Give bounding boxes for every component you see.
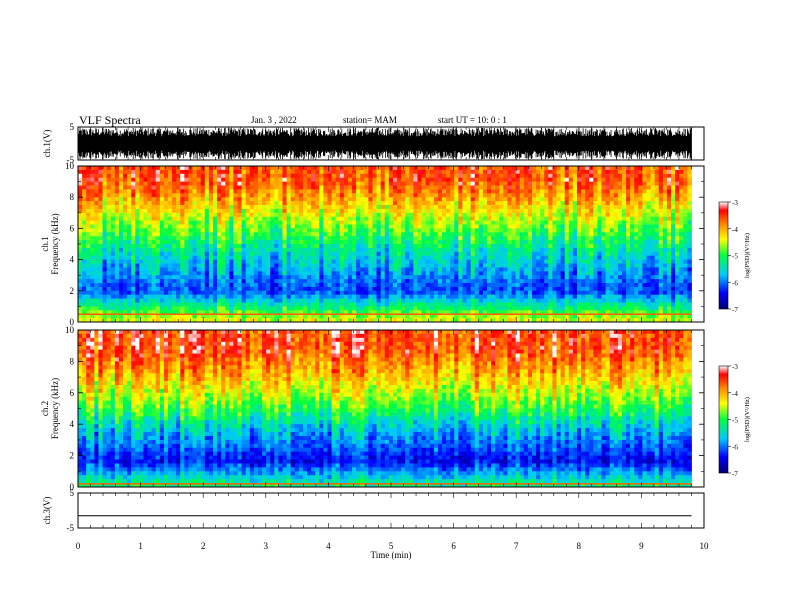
spectrogram-ch1-ytick-label: 6 [70,223,75,233]
spectrogram-ch2-colorbar-tick-label: -4 [732,390,738,398]
xaxis-tick-label: 7 [514,541,519,551]
spectrogram-ch2-ytick-label: 2 [70,451,75,461]
waveform-ch3-ytick-label: -5 [67,523,75,533]
spectrogram-ch1-colorbar-tick-label: -6 [732,279,738,287]
spectrogram-ch1-ytick-label: 8 [70,192,75,202]
xaxis-label: Time (min) [371,550,412,560]
spectrogram-ch1-ylabel: ch.1 [40,236,50,251]
waveform-ch3-frame [77,492,705,529]
spectrogram-ch1-colorbar-tick-label: -3 [732,199,738,207]
spectrogram-ch1-colorbar-label: log(PSD)(V²/Hz) [744,233,751,278]
xaxis-tick-label: 1 [138,541,143,551]
spectrogram-ch1-colorbar-tick-label: -5 [732,253,738,261]
spectrogram-ch1-colorbar-tick-label: -4 [732,226,738,234]
spectrogram-ch2-colorbar-tick-label: -7 [732,470,738,478]
spectrogram-ch2-ylabel: ch.2 [40,401,50,416]
waveform-ch3-ytick-label: 5 [70,488,75,498]
xaxis-tick-label: 10 [700,541,710,551]
waveform-ch1-trace [77,127,692,160]
waveform-ch3-ylabel: ch.3(V) [42,497,52,525]
spectrogram-ch1-ytick-label: 4 [70,255,75,265]
spectrogram-ch1-ytick-label: 10 [65,161,75,171]
spectrogram-ch2-ylabel: Frequency (kHz) [50,378,60,439]
xaxis-tick-label: 2 [201,541,206,551]
spectrogram-ch2-colorbar-label: log(PSD)(V²/Hz) [744,397,751,442]
xaxis-tick-label: 0 [76,541,81,551]
date-label: Jan. 3 , 2022 [251,115,297,125]
chart-title: VLF Spectra [79,113,141,127]
spectrogram-ch2-colorbar-tick-label: -3 [732,363,738,371]
spectrogram-ch2-ytick-label: 10 [65,325,75,335]
waveform-ch1-ylabel: ch.1(V) [42,130,52,158]
spectrogram-ch1-ytick-label: 2 [70,286,75,296]
station-label: station= MAM [343,115,397,125]
spectrogram-ch1-ytick-label: 0 [70,317,75,327]
xaxis-tick-label: 8 [577,541,582,551]
spectrogram-ch1-colorbar [718,201,729,310]
spectrogram-ch2-colorbar [718,365,729,474]
spectrogram-ch2-ytick-label: 4 [70,419,75,429]
spectrogram-ch1-raster [78,166,692,323]
xaxis-tick-label: 4 [326,541,331,551]
spectrogram-ch1-ylabel: Frequency (kHz) [50,213,60,274]
spectrogram-ch1-colorbar-tick-label: -7 [732,306,738,314]
xaxis-tick-label: 6 [451,541,456,551]
waveform-ch1-ytick-label: 5 [70,122,75,132]
spectrogram-ch2-colorbar-tick-label: -5 [732,417,738,425]
spectrogram-ch2-ytick-label: 6 [70,388,75,398]
spectrogram-ch2-ytick-label: 0 [70,482,75,492]
spectrogram-ch2-colorbar-tick-label: -6 [732,443,738,451]
waveform-ch1-ytick-label: -5 [67,155,75,165]
spectrogram-ch2-ytick-label: 8 [70,356,75,366]
xaxis-tick-label: 9 [639,541,644,551]
spectrogram-ch2-raster [78,330,692,488]
start-time-label: start UT = 10: 0 : 1 [438,115,507,125]
xaxis-tick-label: 5 [389,541,394,551]
xaxis-tick-label: 3 [264,541,269,551]
